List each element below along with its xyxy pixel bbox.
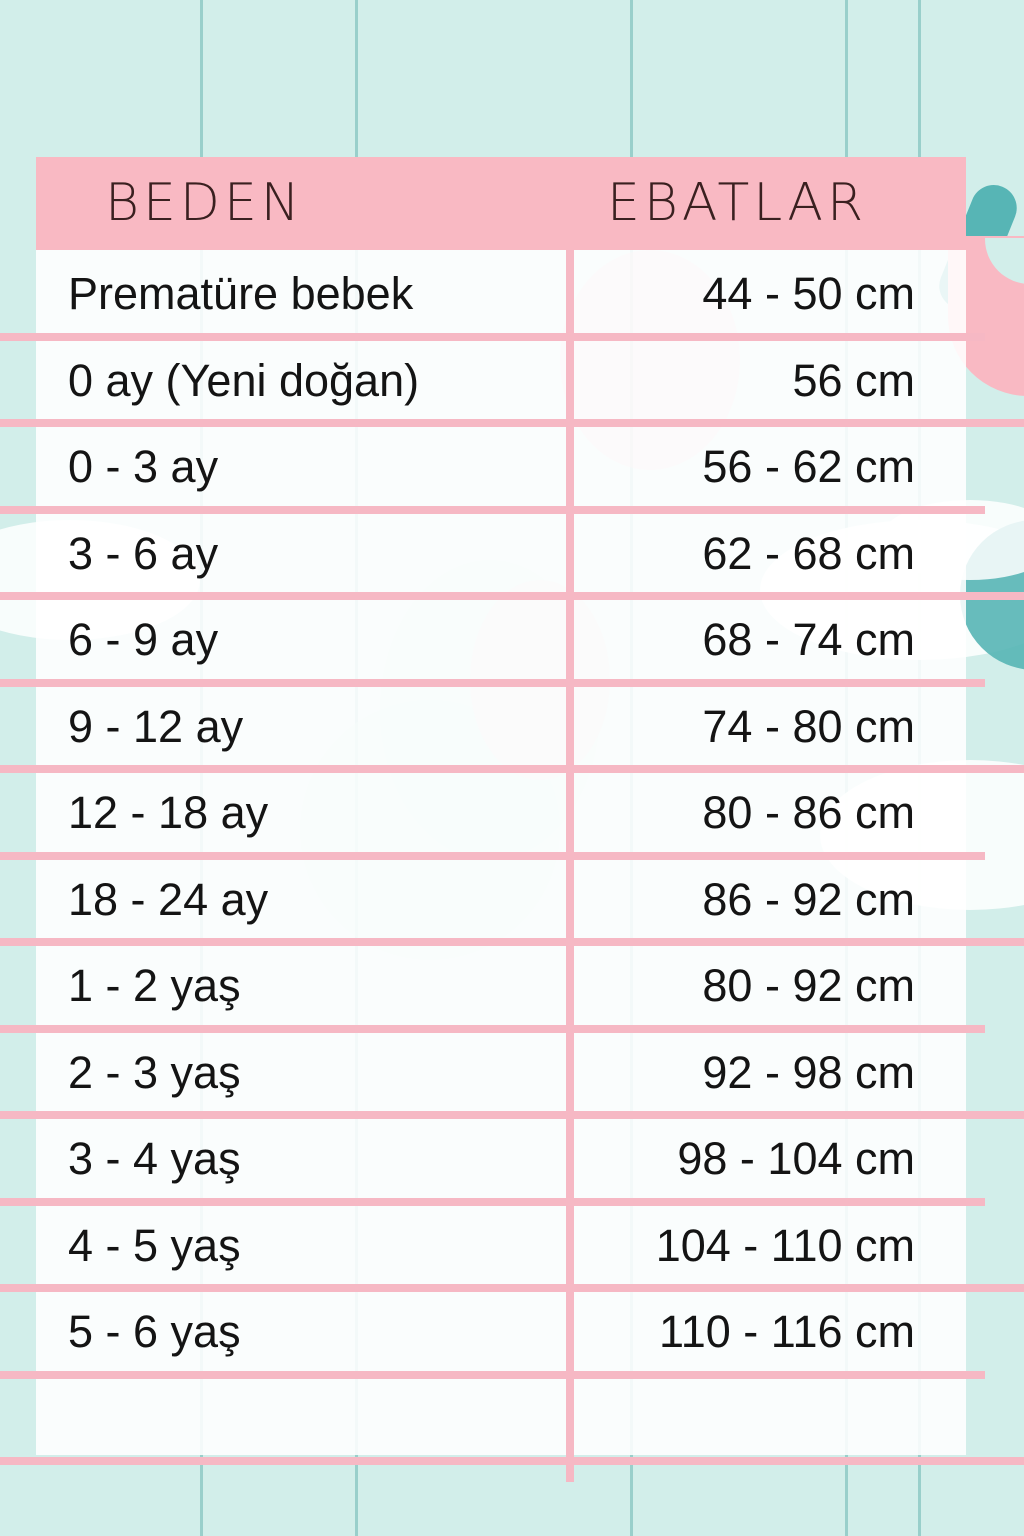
size-cell: 0 ay (Yeni doğan) (68, 354, 420, 406)
measurement-cell: 56 cm (792, 354, 915, 406)
size-cell: 12 - 18 ay (68, 787, 269, 838)
measurement-cell: 44 - 50 cm (702, 268, 915, 319)
size-cell: 6 - 9 ay (68, 614, 219, 665)
row-separator (0, 765, 1024, 773)
size-cell: 3 - 4 yaş (68, 1133, 241, 1184)
measurement-cell: 68 - 74 cm (702, 614, 915, 665)
size-cell: Prematüre bebek (68, 268, 414, 319)
row-separator (0, 1284, 1024, 1292)
size-cell: 18 - 24 ay (68, 873, 269, 925)
row-separator (0, 592, 1024, 600)
column-divider (566, 250, 574, 1482)
measurement-cell: 110 - 116 cm (659, 1306, 915, 1357)
column-header-size: BEDEN (105, 173, 304, 233)
row-separator (0, 851, 985, 860)
size-cell: 5 - 6 yaş (68, 1306, 241, 1357)
table-header-band (36, 157, 966, 250)
row-separator (0, 505, 985, 514)
measurement-cell: 56 - 62 cm (702, 441, 915, 492)
row-separator (0, 419, 1024, 427)
measurement-cell: 98 - 104 cm (677, 1133, 915, 1184)
measurement-cell: 62 - 68 cm (702, 527, 915, 579)
size-cell: 1 - 2 yaş (68, 960, 241, 1011)
row-separator (0, 678, 985, 687)
measurement-cell: 92 - 98 cm (702, 1046, 915, 1098)
measurement-cell: 80 - 92 cm (702, 960, 915, 1011)
row-separator (0, 332, 985, 341)
measurement-cell: 80 - 86 cm (702, 787, 915, 838)
row-separator (0, 938, 1024, 946)
row-separator (0, 1457, 1024, 1465)
measurement-cell: 104 - 110 cm (655, 1219, 915, 1271)
row-separator (0, 1111, 1024, 1119)
row-separator (0, 1197, 985, 1206)
row-separator (0, 1370, 985, 1379)
measurement-cell: 74 - 80 cm (702, 700, 915, 752)
size-cell: 9 - 12 ay (68, 700, 244, 752)
size-chart-panel (36, 157, 966, 1455)
size-cell: 0 - 3 ay (68, 441, 219, 492)
size-cell: 3 - 6 ay (68, 527, 219, 579)
row-separator (0, 1024, 985, 1033)
measurement-cell: 86 - 92 cm (702, 873, 915, 925)
column-header-measurement: EBATLAR (607, 173, 868, 233)
size-cell: 2 - 3 yaş (68, 1046, 241, 1098)
size-cell: 4 - 5 yaş (68, 1219, 241, 1271)
